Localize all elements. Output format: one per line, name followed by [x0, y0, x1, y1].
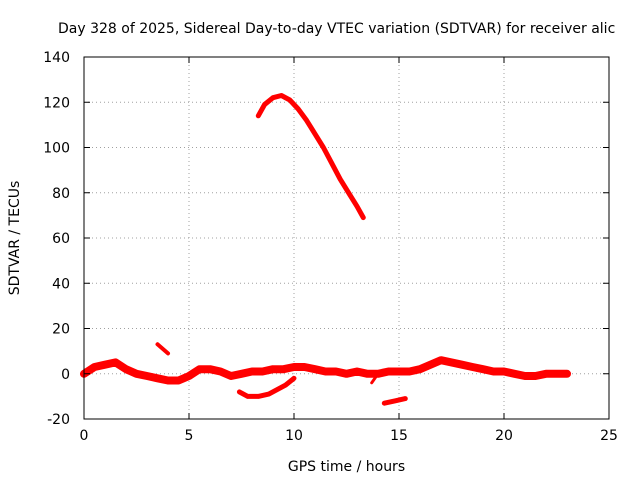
series-high-arc: [255, 93, 366, 221]
series-low-segment: [381, 396, 408, 406]
y-tick-label: 80: [52, 186, 70, 202]
x-tick-label: 10: [285, 428, 303, 444]
x-tick-label: 15: [390, 428, 408, 444]
x-tick-label: 25: [600, 428, 618, 444]
plot-frame: [83, 56, 610, 420]
series-main-band: [80, 356, 571, 385]
axis-ticks: 0 5 10 15 20 25 -20 0 20 40 60 80 100 120 140: [43, 50, 618, 444]
series-small-dip: [370, 372, 380, 385]
chart-title: Day 328 of 2025, Sidereal Day-to-day VTE…: [58, 21, 615, 37]
y-tick-label: 60: [52, 231, 70, 247]
y-tick-label: -20: [47, 412, 70, 428]
series-low-arc: [236, 375, 297, 399]
y-tick-label: 100: [43, 141, 70, 157]
y-tick-label: 140: [43, 50, 70, 66]
y-axis-label: SDTVAR / TECUs: [7, 181, 23, 296]
series-layer: [80, 93, 571, 406]
series-short-dash: [155, 342, 170, 356]
y-tick-label: 0: [61, 367, 70, 383]
x-tick-label: 5: [185, 428, 194, 444]
x-tick-label: 20: [495, 428, 513, 444]
y-tick-label: 40: [52, 276, 70, 292]
grid-lines: [84, 57, 609, 419]
x-tick-label: 0: [80, 428, 89, 444]
y-tick-label: 20: [52, 322, 70, 338]
y-tick-label: 120: [43, 95, 70, 111]
x-axis-label: GPS time / hours: [288, 459, 405, 475]
